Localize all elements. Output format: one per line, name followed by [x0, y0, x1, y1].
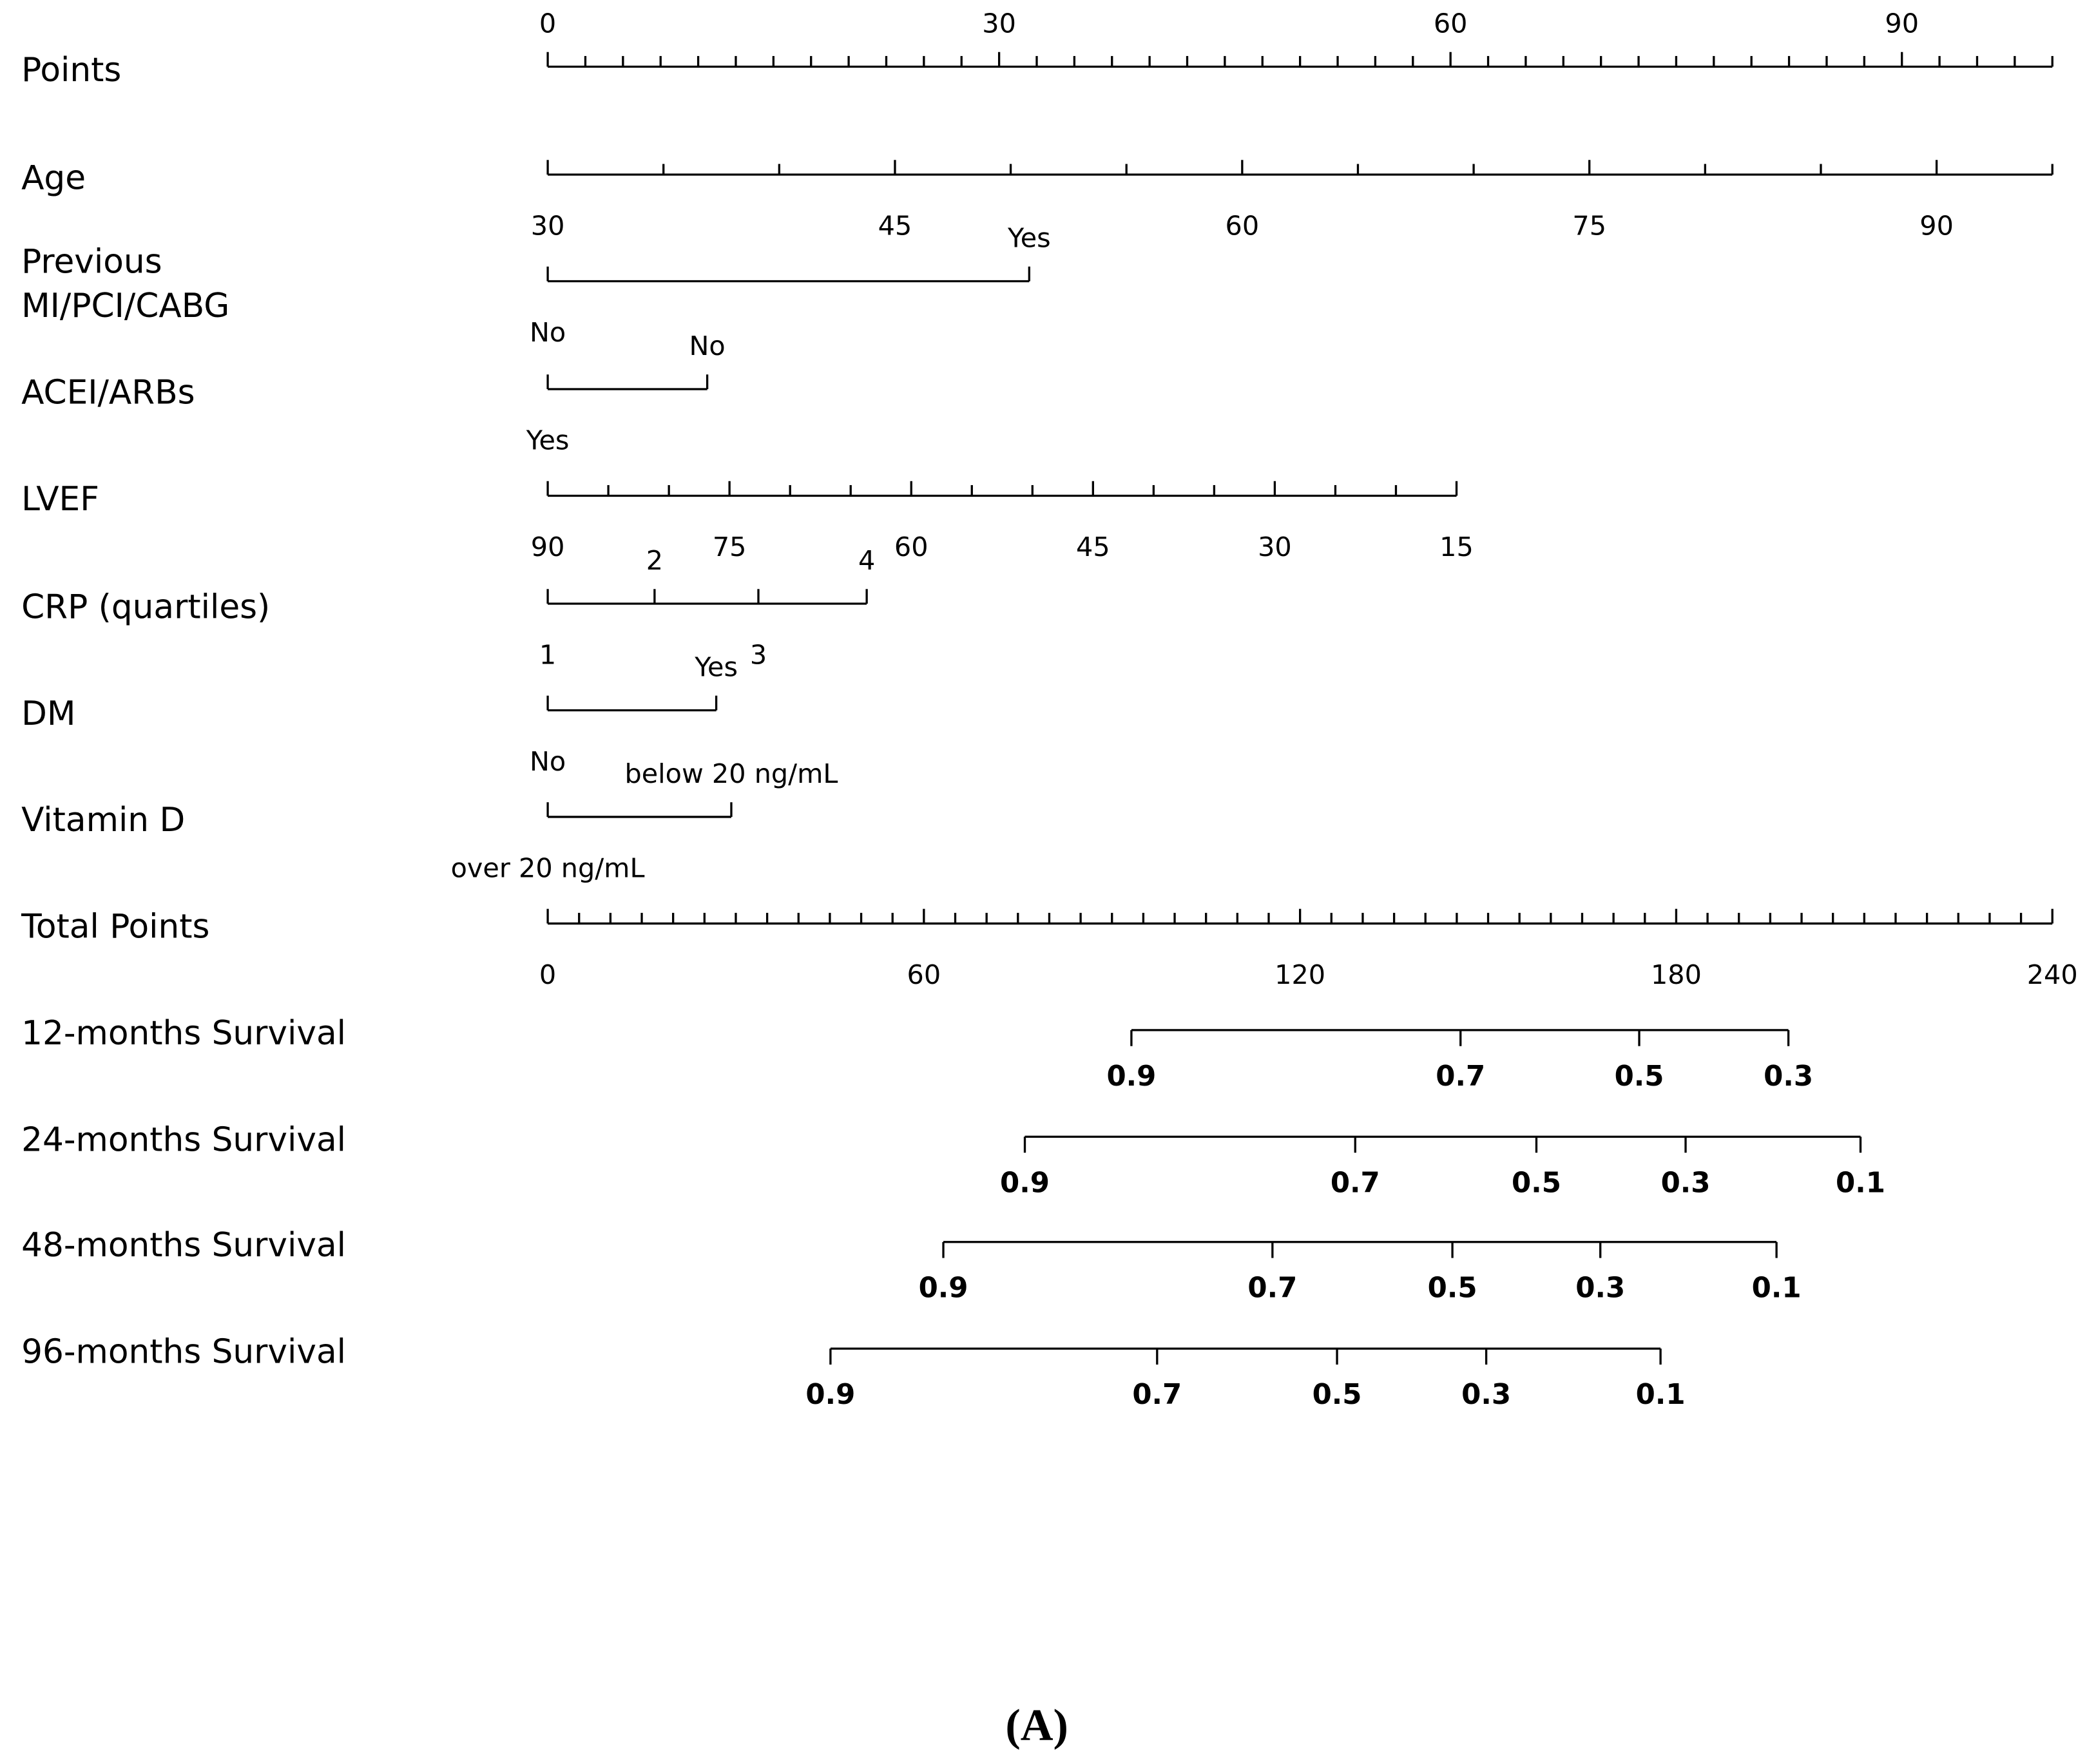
- row-label: 12-months Survival: [21, 1014, 346, 1053]
- tick-label: 75: [713, 532, 747, 562]
- tick-label: 30: [531, 211, 565, 242]
- row-label: LVEF: [21, 480, 99, 519]
- survival-label: 0.7: [1247, 1272, 1297, 1305]
- survival-label: 0.1: [1636, 1379, 1686, 1411]
- row-label: DM: [21, 695, 75, 733]
- survival-label: 0.9: [919, 1272, 968, 1305]
- survival-label: 0.7: [1132, 1379, 1182, 1411]
- tick-label: 75: [1572, 211, 1606, 242]
- level-label: 2: [646, 545, 663, 576]
- level-label: Yes: [694, 651, 738, 682]
- row-label: Points: [21, 51, 121, 90]
- row-label: Total Points: [21, 908, 209, 946]
- row-label: Vitamin D: [21, 801, 185, 839]
- tick-label: 90: [1919, 211, 1954, 242]
- level-label: Yes: [1007, 222, 1051, 253]
- tick-label: 60: [894, 532, 928, 562]
- survival-label: 0.5: [1313, 1379, 1362, 1411]
- level-label: No: [530, 746, 566, 777]
- caption: (A): [1005, 1700, 1068, 1750]
- level-label: over 20 ng/mL: [451, 853, 645, 884]
- survival-label: 0.5: [1428, 1272, 1477, 1305]
- tick-label: 45: [878, 211, 912, 242]
- tick-label: 60: [1434, 8, 1468, 39]
- tick-label: 30: [982, 8, 1016, 39]
- tick-label: 30: [1258, 532, 1292, 562]
- survival-label: 0.3: [1575, 1272, 1625, 1305]
- tick-label: 15: [1439, 532, 1474, 562]
- row-label: 24-months Survival: [21, 1121, 346, 1160]
- tick-label: 240: [2027, 959, 2078, 990]
- survival-label: 0.3: [1661, 1167, 1711, 1199]
- tick-label: 90: [531, 532, 565, 562]
- level-label: No: [689, 331, 725, 361]
- survival-label: 0.3: [1461, 1379, 1511, 1411]
- survival-label: 0.5: [1512, 1167, 1561, 1199]
- row-label: Age: [21, 158, 86, 197]
- tick-label: 180: [1651, 959, 1702, 990]
- row-label: 96-months Survival: [21, 1332, 346, 1371]
- survival-label: 0.9: [1106, 1060, 1156, 1093]
- tick-label: 45: [1076, 532, 1110, 562]
- survival-label: 0.9: [1000, 1167, 1050, 1199]
- level-label: below 20 ng/mL: [624, 758, 838, 789]
- survival-label: 0.1: [1836, 1167, 1885, 1199]
- level-label: No: [530, 317, 566, 348]
- survival-label: 0.7: [1436, 1060, 1485, 1093]
- level-label: 3: [750, 640, 767, 671]
- survival-label: 0.1: [1752, 1272, 1802, 1305]
- level-label: 4: [858, 545, 875, 576]
- tick-label: 0: [539, 959, 556, 990]
- tick-label: 90: [1885, 8, 1919, 39]
- survival-label: 0.5: [1615, 1060, 1664, 1093]
- tick-label: 120: [1274, 959, 1325, 990]
- survival-label: 0.7: [1331, 1167, 1380, 1199]
- tick-label: 0: [539, 8, 556, 39]
- level-label: Yes: [526, 425, 570, 456]
- row-label: MI/PCI/CABG: [21, 287, 229, 325]
- row-label: CRP (quartiles): [21, 588, 270, 626]
- tick-label: 60: [1226, 211, 1260, 242]
- row-label: 48-months Survival: [21, 1226, 346, 1265]
- survival-label: 0.9: [805, 1379, 855, 1411]
- row-label: Previous: [21, 243, 162, 282]
- row-label: ACEI/ARBs: [21, 373, 195, 412]
- tick-label: 60: [907, 959, 941, 990]
- level-label: 1: [539, 640, 556, 671]
- survival-label: 0.3: [1764, 1060, 1813, 1093]
